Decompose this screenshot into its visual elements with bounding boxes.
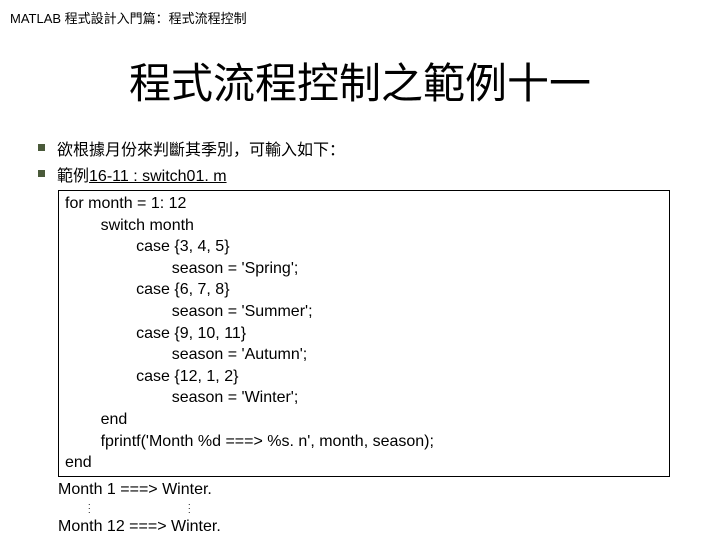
output-line: Month 1 ===> Winter. xyxy=(58,479,680,501)
code-line: case {3, 4, 5} xyxy=(65,236,663,258)
output-line: Month 12 ===> Winter. xyxy=(58,516,680,538)
code-line: end xyxy=(65,409,663,431)
content-area: 欲根據月份來判斷其季別，可輸入如下： 範例16-11 : switch01. m… xyxy=(0,136,720,538)
bullet-item-2: 範例16-11 : switch01. m xyxy=(30,162,680,186)
code-line: season = 'Autumn'; xyxy=(65,344,663,366)
bullet-text-1: 欲根據月份來判斷其季別，可輸入如下： xyxy=(57,136,345,160)
code-line: season = 'Winter'; xyxy=(65,387,663,409)
output-block: Month 12 ===> Winter. xyxy=(58,516,680,538)
vertical-dots-row: ... ... xyxy=(58,500,680,514)
code-line: fprintf('Month %d ===> %s. n', month, se… xyxy=(65,431,663,453)
code-line: end xyxy=(65,452,663,474)
bullet-text-2: 範例16-11 : switch01. m xyxy=(57,162,227,186)
page-header: MATLAB 程式設計入門篇：程式流程控制 xyxy=(0,0,720,35)
code-line: for month = 1: 12 xyxy=(65,193,663,215)
bullet2-link: 16-11 : switch01. m xyxy=(89,168,227,185)
code-block: for month = 1: 12 switch month case {3, … xyxy=(58,190,670,477)
code-line: case {9, 10, 11} xyxy=(65,323,663,345)
bullet-item-1: 欲根據月份來判斷其季別，可輸入如下： xyxy=(30,136,680,160)
code-line: case {12, 1, 2} xyxy=(65,366,663,388)
code-line: season = 'Summer'; xyxy=(65,301,663,323)
bullet-square-icon xyxy=(38,144,45,151)
bullet-square-icon xyxy=(38,170,45,177)
code-line: season = 'Spring'; xyxy=(65,258,663,280)
code-line: switch month xyxy=(65,215,663,237)
vdots-icon: ... xyxy=(188,500,191,512)
output-block: Month 1 ===> Winter. xyxy=(58,479,680,501)
vdots-icon: ... xyxy=(88,500,91,512)
slide-title: 程式流程控制之範例十一 xyxy=(0,50,720,111)
code-line: case {6, 7, 8} xyxy=(65,279,663,301)
bullet2-prefix: 範例 xyxy=(57,168,89,185)
